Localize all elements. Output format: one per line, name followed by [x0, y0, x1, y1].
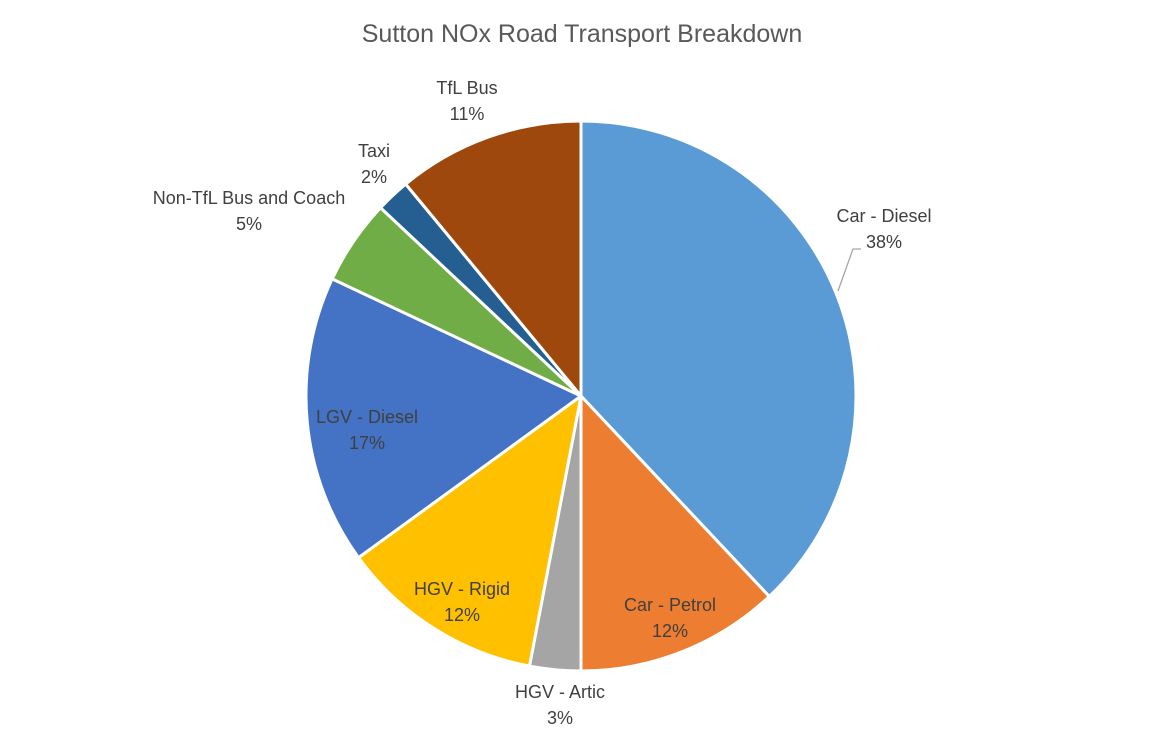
data-label-category: Taxi	[357, 141, 391, 161]
data-label-percent: 12%	[443, 605, 481, 625]
data-label: LGV - Diesel 17%	[316, 404, 418, 456]
pie-slice-hgv-rigid	[357, 394, 583, 668]
data-label-category: HGV - Artic	[514, 682, 606, 702]
data-label: Car - Diesel 38%	[836, 203, 931, 255]
data-label: Car - Petrol 12%	[624, 592, 716, 644]
data-label: TfL Bus 11%	[436, 75, 497, 127]
leader-line	[837, 248, 861, 292]
pie-slice-lgv-diesel	[304, 277, 583, 560]
data-label-category: Car - Diesel	[836, 206, 932, 226]
data-label-percent: 17%	[348, 433, 386, 453]
data-label: Non-TfL Bus and Coach 5%	[153, 185, 345, 237]
data-label: Taxi 2%	[358, 138, 390, 190]
data-label-percent: 3%	[546, 708, 574, 728]
data-label: HGV - Artic 3%	[515, 679, 605, 731]
data-label-percent: 12%	[651, 621, 689, 641]
data-label-percent: 2%	[360, 167, 388, 187]
data-label-category: HGV - Rigid	[413, 579, 511, 599]
pie-slice-car-petrol	[579, 394, 771, 673]
data-label-category: Non-TfL Bus and Coach	[152, 188, 346, 208]
data-label-category: TfL Bus	[436, 78, 498, 98]
data-label-category: LGV - Diesel	[315, 407, 419, 427]
chart-title: Sutton NOx Road Transport Breakdown	[361, 20, 803, 48]
pie-slice-car-diesel	[579, 119, 858, 598]
pie-slice-tfl-bus	[404, 119, 583, 398]
data-label-percent: 5%	[235, 214, 262, 234]
data-label-percent: 38%	[865, 232, 903, 252]
data-label: HGV - Rigid 12%	[414, 576, 510, 628]
data-label-category: Car - Petrol	[623, 595, 717, 615]
data-label-percent: 11%	[449, 104, 485, 124]
